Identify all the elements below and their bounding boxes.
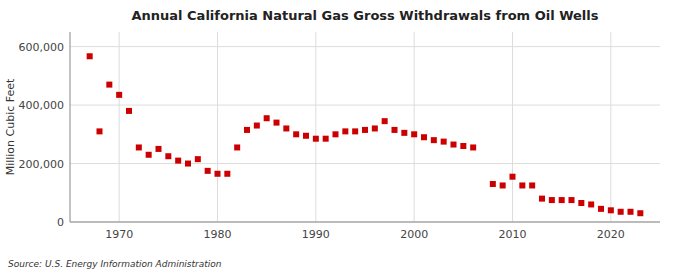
point [195, 156, 201, 162]
point [500, 182, 506, 188]
tick-label: 400,000 [19, 99, 65, 112]
point [608, 207, 614, 213]
tick-label: 1990 [302, 228, 330, 241]
point [510, 174, 516, 180]
point [490, 181, 496, 187]
grid-line [119, 32, 120, 222]
point [460, 143, 466, 149]
tick-label: 600,000 [19, 41, 65, 54]
point [549, 197, 555, 203]
point [470, 144, 476, 150]
point [215, 171, 221, 177]
tick-label: 1970 [105, 228, 133, 241]
point [244, 127, 250, 133]
point [175, 158, 181, 164]
background [0, 0, 675, 275]
grid-line [315, 32, 316, 222]
tick-label: 2000 [400, 228, 428, 241]
point [392, 127, 398, 133]
point [372, 125, 378, 131]
point [637, 210, 643, 216]
grid-line [70, 222, 660, 223]
point [588, 201, 594, 207]
point [234, 144, 240, 150]
point [421, 134, 427, 140]
point [126, 108, 132, 114]
point [618, 209, 624, 215]
point [185, 161, 191, 167]
point [146, 152, 152, 158]
point [352, 128, 358, 134]
grid-line [217, 32, 218, 222]
point [156, 146, 162, 152]
point [401, 130, 407, 136]
grid-line [610, 32, 611, 222]
point [264, 115, 270, 121]
point [451, 142, 457, 148]
point [323, 136, 329, 142]
point [569, 197, 575, 203]
point [116, 92, 122, 98]
point [431, 137, 437, 143]
points [87, 53, 644, 216]
point [293, 131, 299, 137]
grid-line [512, 32, 513, 222]
tick-label: 200,000 [19, 158, 65, 171]
point [97, 128, 103, 134]
x-axis [70, 222, 660, 223]
source: Source: U.S. Energy Information Administ… [8, 259, 222, 269]
tick-label: 2020 [597, 228, 625, 241]
point [224, 171, 230, 177]
point [274, 120, 280, 126]
point [578, 200, 584, 206]
point [87, 53, 93, 59]
grid-line [70, 163, 660, 164]
point [598, 206, 604, 212]
point [539, 196, 545, 202]
point [559, 197, 565, 203]
grid-line [414, 32, 415, 222]
point [411, 131, 417, 137]
point [362, 127, 368, 133]
tick-label: 0 [57, 216, 64, 229]
point [628, 209, 634, 215]
point [136, 144, 142, 150]
grid-line [70, 105, 660, 106]
point [106, 82, 112, 88]
point [254, 123, 260, 129]
point [342, 128, 348, 134]
point [519, 182, 525, 188]
point [205, 168, 211, 174]
y-axis [70, 32, 71, 222]
point [165, 153, 171, 159]
axis-label: Million Cubic Feet [4, 78, 17, 175]
chart: Annual California Natural Gas Gross With… [0, 0, 675, 275]
point [283, 125, 289, 131]
point [382, 118, 388, 124]
grid-line [70, 46, 660, 47]
point [529, 182, 535, 188]
tick-label: 2010 [499, 228, 527, 241]
tick-label: 1980 [204, 228, 232, 241]
point [333, 131, 339, 137]
point [313, 136, 319, 142]
point [441, 139, 447, 145]
point [303, 133, 309, 139]
title: Annual California Natural Gas Gross With… [132, 8, 599, 23]
